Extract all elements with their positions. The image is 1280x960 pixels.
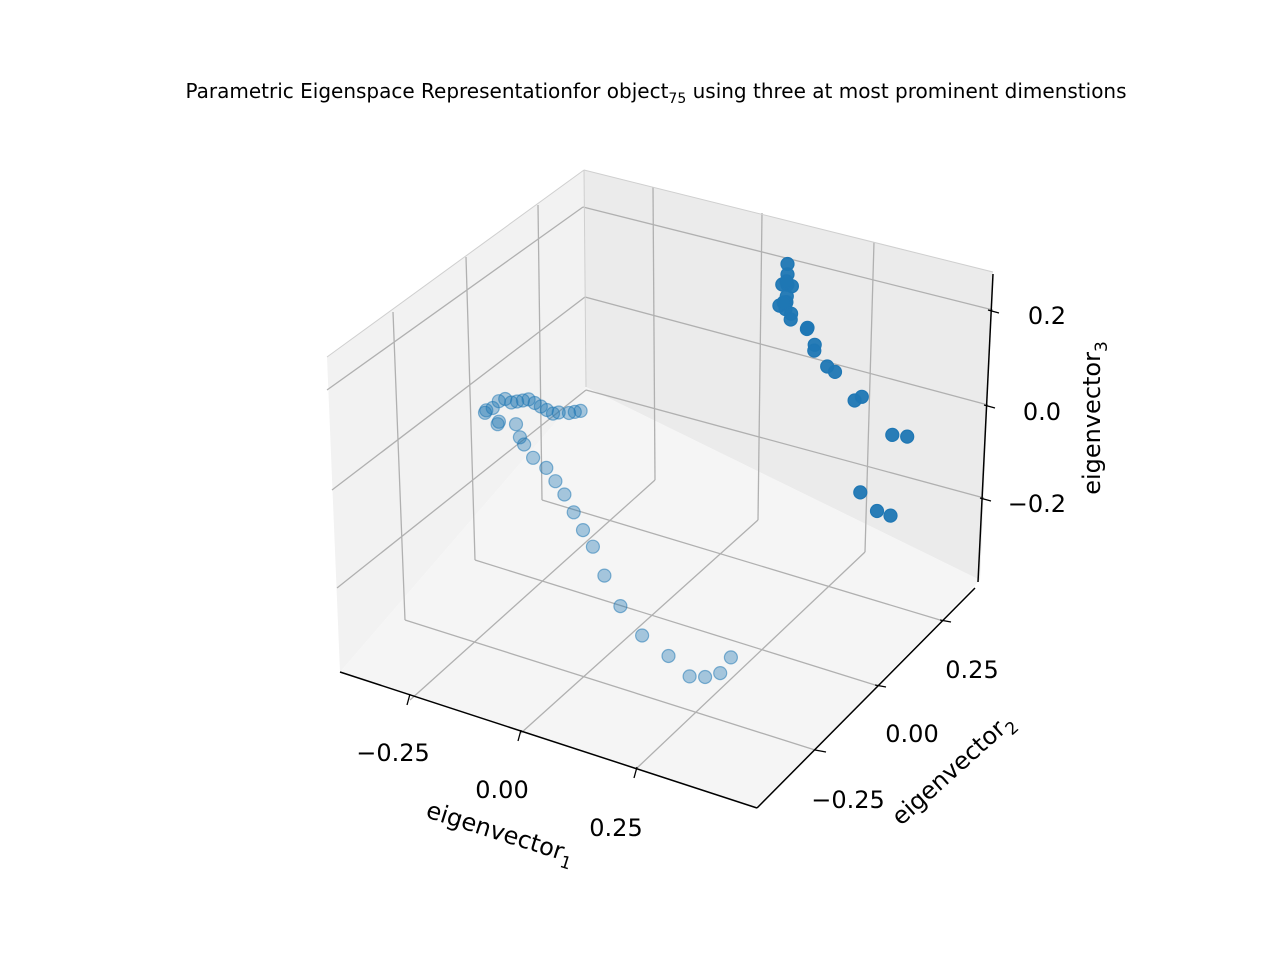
z-tick-mark	[983, 404, 996, 409]
axes-panes	[327, 170, 993, 808]
pane-back	[584, 170, 993, 580]
scatter-point	[545, 406, 561, 421]
scatter-point	[477, 405, 493, 420]
pane-floor	[340, 387, 980, 808]
y-tick-label: 0.00	[885, 720, 938, 748]
scatter-point	[634, 628, 650, 643]
y-tick-mark	[874, 684, 887, 688]
scatter-point	[776, 295, 791, 310]
z-tick-label: 0.0	[1023, 398, 1061, 426]
z-tick-label: 0.2	[1028, 302, 1066, 330]
z-axis-line	[977, 273, 994, 583]
scatter-point	[853, 485, 868, 500]
scatter-point	[585, 539, 601, 554]
x-tick-labels: −0.25 0.00 0.25	[356, 739, 642, 842]
x-tick-label: 0.00	[475, 776, 528, 804]
chart-title-main: Parametric Eigenspace Representationfor …	[185, 79, 668, 103]
scatter-point	[490, 417, 505, 432]
scatter-point	[573, 403, 588, 418]
scatter-point	[723, 650, 739, 665]
scatter-point	[854, 389, 869, 404]
scatter-point	[682, 669, 697, 684]
scatter-point	[508, 417, 524, 432]
x-tick-label: 0.25	[589, 814, 642, 842]
x-tick-mark	[406, 693, 411, 706]
z-tick-label: −0.2	[1008, 490, 1066, 518]
scatter-points-back	[477, 391, 739, 685]
tick-marks	[406, 309, 1000, 779]
scatter-points-front	[772, 256, 915, 523]
pane-edges	[326, 169, 994, 388]
x-axis-label: eigenvector1	[421, 796, 578, 875]
scatter-point	[557, 487, 572, 502]
scatter-point	[509, 394, 525, 409]
y-tick-label: −0.25	[811, 786, 885, 814]
y-tick-label: 0.25	[945, 656, 998, 684]
z-axis-label: eigenvector3	[1078, 341, 1112, 495]
scatter-point	[516, 437, 532, 452]
grid-lines	[326, 186, 994, 769]
scatter-point	[827, 364, 843, 379]
pane-left	[327, 170, 586, 672]
y-tick-mark	[939, 619, 952, 623]
z-tick-labels: 0.2 0.0 −0.2	[1008, 302, 1066, 518]
scatter-point	[807, 343, 822, 358]
chart-title: Parametric Eigenspace Representationfor …	[185, 79, 1126, 107]
x-axis-label-main: eigenvector	[423, 796, 568, 866]
y-axis-line	[756, 587, 976, 809]
scatter-point	[551, 405, 566, 420]
scatter-point	[567, 404, 582, 419]
scatter-point	[504, 395, 519, 410]
z-tick-mark	[979, 497, 992, 502]
scatter-point	[713, 665, 728, 681]
scatter-point	[661, 648, 676, 664]
scatter-point	[869, 503, 885, 519]
scatter-point	[548, 474, 563, 489]
x-tick-mark	[517, 729, 522, 742]
scatter-point	[779, 274, 794, 289]
scatter-point	[883, 508, 898, 523]
scatter-point	[799, 321, 815, 337]
y-tick-mark	[814, 749, 827, 753]
z-axis-label-sub: 3	[1092, 341, 1112, 352]
z-axis-label-main: eigenvector	[1078, 352, 1106, 495]
scatter-point	[525, 450, 541, 465]
scatter-point	[515, 393, 531, 408]
scatter-point	[900, 429, 915, 444]
scatter-point	[783, 312, 798, 327]
scatter-point	[597, 568, 612, 583]
x-tick-mark	[633, 766, 638, 779]
scatter-point	[539, 460, 554, 475]
scatter-point	[885, 427, 900, 442]
z-tick-mark	[987, 309, 1000, 314]
scatter-point	[561, 405, 577, 421]
scatter-point	[575, 522, 591, 538]
chart-title-subscript: 75	[668, 91, 686, 107]
y-tick-labels: −0.25 0.00 0.25	[811, 656, 998, 814]
scatter-point	[697, 669, 713, 685]
chart-title-rest: using three at most prominent dimenstion…	[686, 79, 1126, 103]
scatter-point	[566, 505, 581, 520]
scatter-point	[613, 598, 628, 614]
scatter-point	[512, 430, 528, 445]
x-tick-label: −0.25	[356, 739, 430, 767]
